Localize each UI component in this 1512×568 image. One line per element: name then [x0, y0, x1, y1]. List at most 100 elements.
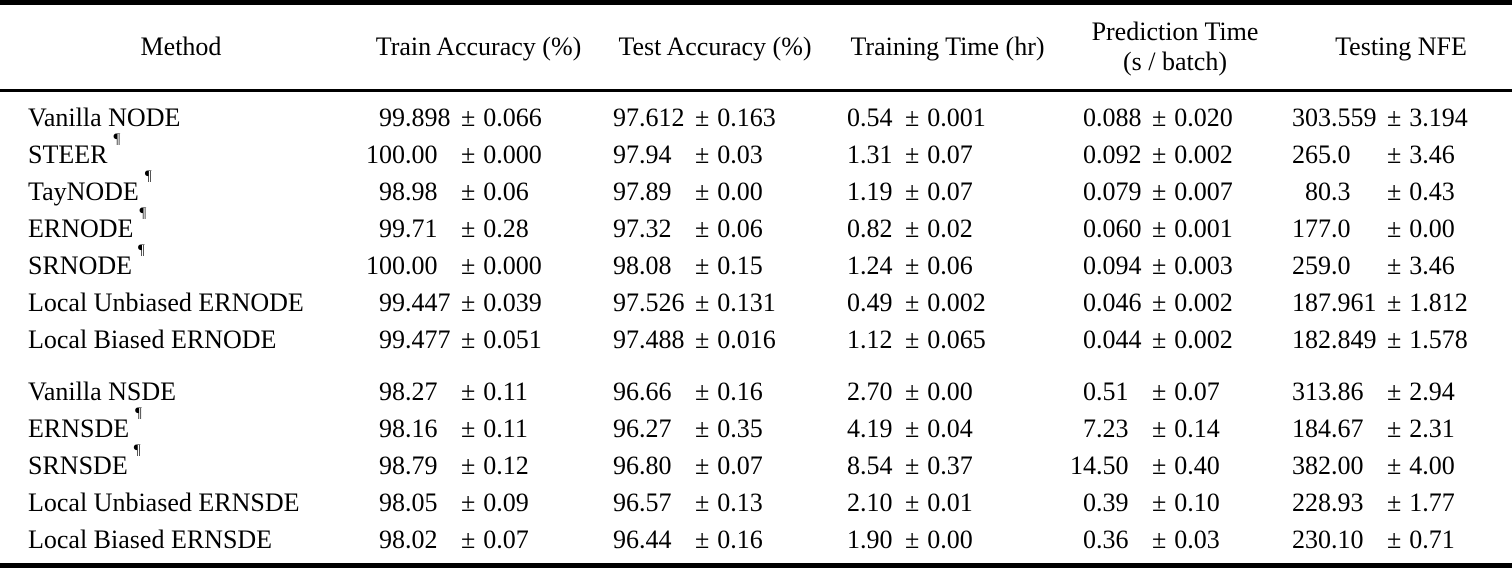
plus-minus-sign: ± — [1387, 102, 1402, 132]
value-fraction: .12 — [860, 324, 893, 354]
plus-minus-sign: ± — [461, 287, 476, 317]
plus-minus-sign: ± — [905, 376, 920, 406]
value-error: 0.07 — [927, 139, 973, 169]
table-row: Local Biased ERNODE 99.477 ±0.051 97.488 ±0.… — [0, 321, 1512, 358]
testing-nfe-cell: 80.3 ±0.43 — [1290, 177, 1512, 207]
value-fraction: .39 — [1096, 487, 1129, 517]
column-header-label: Test Accuracy (%) — [618, 32, 812, 62]
value-integer: 1 — [847, 139, 860, 169]
train-accuracy-cell: 99.898 ±0.066 — [362, 103, 595, 133]
method-label: STEER — [28, 139, 108, 169]
value-fraction: .16 — [405, 413, 438, 443]
value-integer: 265 — [1292, 139, 1331, 169]
value-integer: 0 — [847, 213, 860, 243]
value-fraction: .961 — [1331, 287, 1377, 317]
training-time-cell: 4.19 ±0.04 — [835, 414, 1060, 444]
value-integer: 0 — [1083, 324, 1096, 354]
value-integer: 182 — [1292, 324, 1331, 354]
value-error: 0.10 — [1174, 487, 1220, 517]
value-fraction: .088 — [1096, 102, 1142, 132]
plus-minus-sign: ± — [461, 213, 476, 243]
value-integer: 187 — [1292, 287, 1331, 317]
plus-minus-sign: ± — [461, 524, 476, 554]
value-integer: 96 — [613, 450, 639, 480]
value-integer: 99 — [379, 324, 405, 354]
plus-minus-sign: ± — [461, 413, 476, 443]
method-label: SRNODE — [28, 250, 133, 280]
value-integer: 0 — [1083, 524, 1096, 554]
value-fraction: .05 — [405, 487, 438, 517]
value-fraction: .98 — [405, 176, 438, 206]
column-header-testing-nfe: Testing NFE — [1290, 32, 1512, 62]
plus-minus-sign: ± — [461, 139, 476, 169]
method-label: ERNODE — [28, 213, 134, 243]
table-row: TayNODE ¶ 98.98 ±0.06 97.89 ±0.00 1.19 ±0.07 0.0… — [0, 168, 1512, 210]
value-integer: 313 — [1292, 376, 1331, 406]
value-error: 2.31 — [1409, 413, 1455, 443]
table-row: ERNODE¶ 99.71 ±0.28 97.32 ±0.06 0.82 ±0.02 0.06… — [0, 205, 1512, 247]
value-fraction: .00 — [1331, 450, 1364, 480]
nsde-methods-group: Vanilla NSDE 98.27 ±0.11 96.66 ±0.16 2.70 ±0.0… — [0, 373, 1512, 558]
train-accuracy-cell: 98.98 ±0.06 — [362, 177, 595, 207]
value-integer: 0 — [1083, 176, 1096, 206]
value-error: 0.07 — [483, 524, 529, 554]
value-fraction: .477 — [405, 324, 451, 354]
plus-minus-sign: ± — [905, 450, 920, 480]
value-error: 3.46 — [1409, 250, 1455, 280]
value-integer: 0 — [1083, 487, 1096, 517]
plus-minus-sign: ± — [905, 102, 920, 132]
value-error: 0.07 — [927, 176, 973, 206]
plus-minus-sign: ± — [1152, 524, 1167, 554]
value-fraction: .19 — [860, 413, 893, 443]
value-error: 0.131 — [717, 287, 776, 317]
table-row: Local Unbiased ERNODE 99.447 ±0.039 97.526 ±… — [0, 284, 1512, 321]
value-fraction: .488 — [639, 324, 685, 354]
training-time-cell: 0.54 ±0.001 — [835, 103, 1060, 133]
prediction-time-cell: 0.094 ±0.003 — [1060, 251, 1290, 281]
plus-minus-sign: ± — [461, 487, 476, 517]
training-time-cell: 1.90 ±0.00 — [835, 525, 1060, 555]
training-time-cell: 1.12 ±0.065 — [835, 325, 1060, 355]
testing-nfe-cell: 303.559 ±3.194 — [1290, 103, 1512, 133]
value-integer: 98 — [379, 376, 405, 406]
test-accuracy-cell: 97.488 ±0.016 — [595, 325, 835, 355]
value-fraction: .898 — [405, 102, 451, 132]
value-fraction: .80 — [639, 450, 672, 480]
value-fraction: .54 — [860, 450, 893, 480]
test-accuracy-cell: 97.612 ±0.163 — [595, 103, 835, 133]
value-integer: 0 — [1083, 250, 1096, 280]
value-fraction: .54 — [860, 102, 893, 132]
value-error: 0.11 — [483, 413, 528, 443]
train-accuracy-cell: 99.71 ±0.28 — [362, 214, 595, 244]
method-cell: SRNODE ¶ — [0, 242, 362, 281]
value-error: 0.002 — [1174, 324, 1233, 354]
plus-minus-sign: ± — [1152, 487, 1167, 517]
value-error: 0.00 — [927, 524, 973, 554]
value-fraction: .94 — [639, 139, 672, 169]
value-integer: 97 — [613, 176, 639, 206]
value-error: 0.07 — [717, 450, 763, 480]
value-error: 1.812 — [1409, 287, 1468, 317]
value-integer: 7 — [1083, 413, 1096, 443]
value-integer: 97 — [613, 213, 639, 243]
value-integer: 96 — [613, 487, 639, 517]
plus-minus-sign: ± — [1387, 524, 1402, 554]
value-fraction: .44 — [639, 524, 672, 554]
value-fraction: .24 — [860, 250, 893, 280]
prediction-time-cell: 14.50 ±0.40 — [1060, 451, 1290, 481]
value-integer: 99 — [379, 102, 405, 132]
value-integer: 1 — [847, 524, 860, 554]
plus-minus-sign: ± — [461, 250, 476, 280]
value-integer: 177 — [1292, 213, 1331, 243]
value-fraction: .57 — [639, 487, 672, 517]
value-fraction: .49 — [860, 287, 893, 317]
value-error: 0.12 — [483, 450, 529, 480]
value-error: 0.13 — [717, 487, 763, 517]
plus-minus-sign: ± — [1152, 324, 1167, 354]
training-time-cell: 1.19 ±0.07 — [835, 177, 1060, 207]
value-fraction: .79 — [405, 450, 438, 480]
value-integer: 97 — [613, 139, 639, 169]
value-error: 0.001 — [1174, 213, 1233, 243]
value-integer: 97 — [613, 287, 639, 317]
value-error: 0.06 — [483, 176, 529, 206]
